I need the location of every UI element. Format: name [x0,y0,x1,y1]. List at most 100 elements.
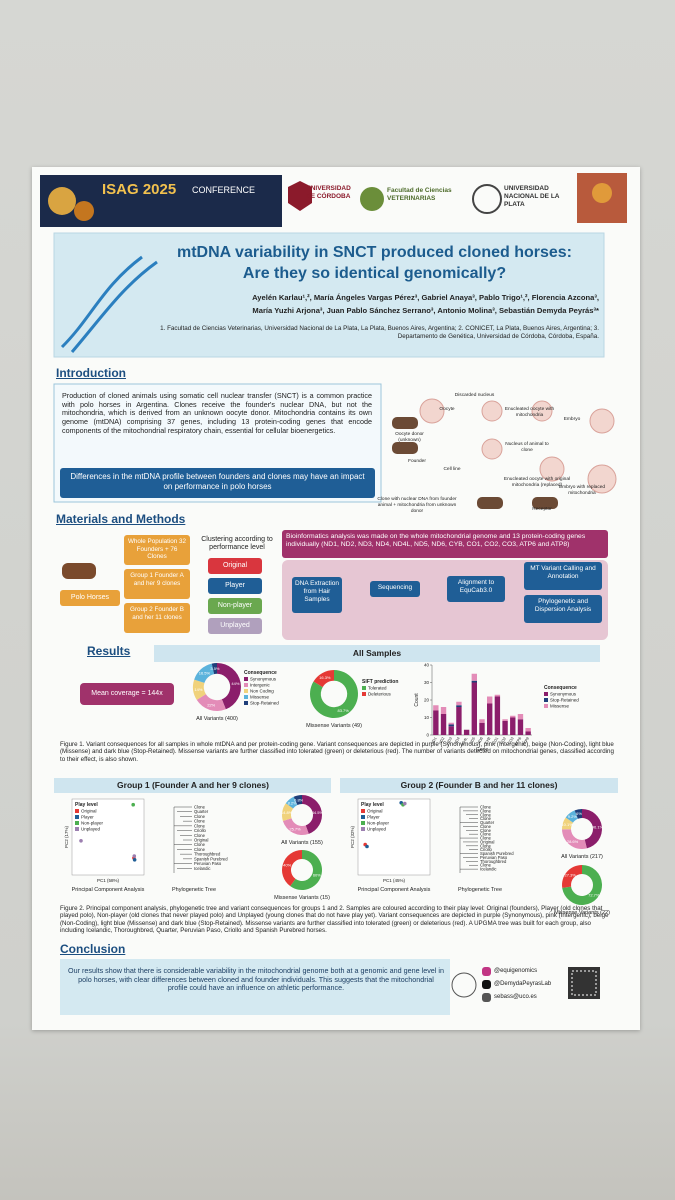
donut-segment [196,694,226,711]
tree-leaf: Peruvian Paso [480,855,508,860]
banner-art [48,187,76,215]
pca-frame [71,798,145,876]
group-banner [54,778,331,793]
tree-caption: Phylogenetic Tree [458,887,502,893]
bar [440,707,447,714]
logo [451,972,477,998]
box [208,598,262,614]
x-tick-label: ND4 [454,737,461,746]
tree-leaf: Criollo [480,847,493,852]
horse-art [477,497,503,509]
tree-leaf: Clone [194,847,206,852]
bar [433,705,439,711]
bar [517,719,524,735]
diagram-label: Oocyte donor (unknown) [395,432,424,443]
workflow-step: Sequencing [377,584,413,591]
logo-text: Facultad de Ciencias VETERINARIAS [387,187,452,202]
x-tick-label: ND5 [469,737,476,746]
box [524,562,602,590]
poster: 44% 22% 14% 16.5% 3.5% All Variants (400) 83.7… [32,167,640,1030]
tree-leaf: Clone [194,842,206,847]
tree-leaf: Clone [480,828,492,833]
tree-leaf: Clone [194,833,206,838]
donut-caption: All Variants (155) [281,840,323,846]
legend-swatch [544,692,548,696]
bar [448,722,454,725]
legend-swatch [544,698,548,702]
bar [463,729,470,735]
box [447,576,505,602]
bar [471,682,477,735]
legend-label: Unplayed [367,827,387,832]
donut-label: 10.1% [561,822,573,827]
legend-label: Synonymous [550,692,577,697]
bar [471,673,477,681]
affiliations: 1. Facultad de Ciencias Veterinarias, Un… [160,325,599,340]
tree-leaf: Clone [480,832,492,837]
donut-segment [313,670,334,688]
pca-point [132,858,137,862]
legend-label: Tolerated [368,686,387,691]
tree-leaf: Thoroughbred [480,859,507,864]
tree-leaf: Spanish Purebred [480,851,514,856]
y-tick-label: 10 [424,715,430,720]
tree-leaf: Criollo [194,828,207,833]
polo-label: Polo Horses [70,594,110,601]
box [482,980,491,989]
legend-swatch [361,809,365,813]
legend-swatch [244,683,248,687]
bar [433,710,439,735]
cell-art [587,464,617,494]
tree-leaf: Clone [194,805,206,810]
donut-segment [281,850,302,887]
box [208,578,262,594]
x-tick-label: CYB [484,736,492,745]
cell-art [539,456,565,482]
donut-caption: Missense Variants (22) [554,910,610,916]
logo [288,181,312,211]
legend-label: Stop-Retained [250,701,279,706]
group-banner [340,778,618,793]
x-tick-label: CO1 [492,737,499,746]
x-axis-label: Gene [476,747,488,753]
legend-label: Player [81,815,94,820]
bar [494,694,501,697]
tree-leaf: Clone [480,808,492,813]
legend-title: Consequence [544,685,577,691]
legend-title: SIFT prediction [362,679,398,685]
group-box: Group 1 Founder A and her 9 clones [130,572,184,587]
donut-segment [574,809,582,819]
x-tick-label: ATP6 [514,737,522,747]
bar [525,731,531,735]
legend-swatch [361,815,365,819]
diagram-label: Enucleated oocyte with mitochondria [504,407,555,418]
donut-segment [192,679,206,700]
legend-swatch [544,704,548,708]
qr-code [568,967,600,999]
diagram-label: Founder [408,459,426,464]
donut-caption: All Variants (400) [196,716,238,722]
legend-swatch [361,821,365,825]
cell-art [531,400,553,422]
donut-segment [194,663,215,683]
box [208,558,262,574]
legend-label: Non-player [367,821,390,826]
donut-label: 9.2% [568,814,578,819]
coverage-box [80,683,174,705]
donut-label: 16.3% [319,675,331,680]
bar [471,680,477,683]
donut-label: 14.8% [281,810,293,815]
group-title: Group 1 (Founder A and her 9 clones) [117,780,269,790]
legend-swatch [244,695,248,699]
legend-title: Play level [75,802,98,808]
tree-leaf: Thoroughbred [194,852,221,857]
workflow-step: DNA Extraction from Hair Samples [294,580,340,603]
pca-caption: Principal Component Analysis [358,887,431,893]
group-title: Group 2 (Founder B and her 11 clones) [400,780,558,790]
clustering-label: Clustering according to performance leve… [201,536,273,552]
bar [440,714,447,735]
legend-swatch [362,692,366,696]
all-samples-title: All Samples [352,648,402,658]
workflow-step: MT Variant Calling and Annotation [530,565,596,580]
tree-leaf: Clone [480,805,492,810]
